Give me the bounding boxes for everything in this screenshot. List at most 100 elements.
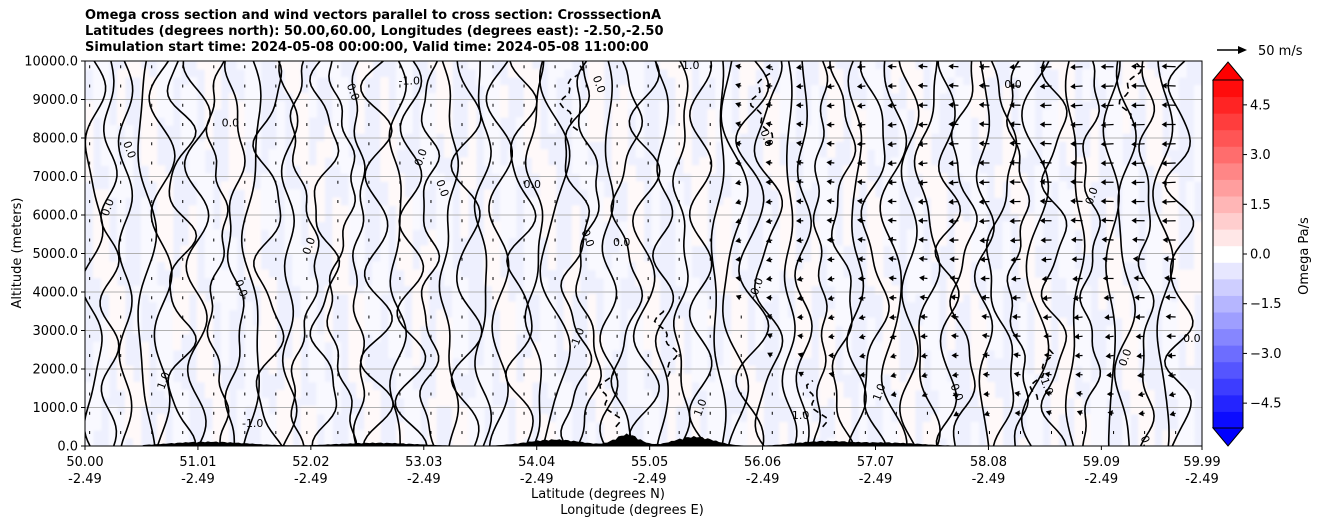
colorbar-band (1213, 345, 1243, 363)
field-cell (787, 381, 796, 391)
x-tick-label-lat: 59.99 (1183, 455, 1220, 470)
field-cell (1146, 261, 1155, 271)
field-cell (332, 349, 341, 359)
field-cell (100, 205, 110, 214)
field-cell (834, 69, 844, 78)
field-cell (587, 69, 597, 78)
y-tick-label: 4000.0 (33, 286, 79, 301)
field-cell (667, 405, 677, 415)
field-cell (715, 109, 724, 118)
field-cell (707, 141, 716, 150)
field-cell (1002, 109, 1012, 118)
field-cell (986, 341, 996, 351)
field-cell (523, 373, 533, 383)
field-cell (739, 381, 748, 391)
field-cell (579, 101, 589, 110)
wind-vector (735, 140, 742, 147)
field-cell (627, 389, 637, 399)
field-cell (691, 277, 700, 287)
contour-label: 1.0 (155, 370, 173, 391)
colorbar-tick-label: 0.0 (1250, 248, 1271, 263)
field-cell (1146, 429, 1155, 439)
field-cell (635, 181, 645, 190)
field-cell (563, 381, 573, 391)
field-cell (739, 293, 748, 303)
field-cell (691, 349, 700, 359)
field-cell (643, 421, 653, 431)
field-cell (914, 237, 924, 247)
field-cell (771, 245, 780, 255)
field-cell (499, 421, 509, 431)
wind-vector (1169, 410, 1176, 417)
field-cell (866, 229, 876, 239)
field-cell (252, 93, 262, 102)
field-cell (587, 373, 597, 383)
field-cell (1146, 69, 1155, 78)
field-cell (284, 389, 294, 399)
wind-vector (1100, 141, 1114, 148)
field-cell (491, 125, 501, 134)
field-cell (268, 421, 278, 431)
field-cell (1002, 221, 1012, 231)
field-cell (771, 141, 780, 150)
field-cell (595, 181, 605, 190)
field-cell (795, 333, 804, 343)
field-cell (930, 197, 940, 206)
field-cell (483, 277, 493, 287)
field-cell (842, 213, 852, 223)
field-cell (1074, 413, 1083, 423)
field-cell (300, 101, 309, 110)
field-cell (763, 165, 772, 174)
field-cell (882, 357, 892, 367)
field-cell (523, 229, 533, 239)
wind-vector (1100, 121, 1114, 128)
field-cell (1130, 245, 1139, 255)
field-cell (459, 309, 469, 319)
contour-label: 1.0 (870, 382, 888, 403)
field-cell (1082, 197, 1091, 206)
field-cell (100, 109, 110, 118)
field-cell (1066, 269, 1075, 279)
field-cell (268, 157, 278, 166)
field-cell (691, 205, 700, 214)
x-axis: 50.00-2.4951.01-2.4952.02-2.4953.03-2.49… (66, 446, 1221, 487)
field-cell (531, 365, 541, 375)
field-cell (459, 277, 469, 287)
field-cell (332, 261, 341, 271)
field-cell (1002, 253, 1012, 263)
field-cell (890, 317, 900, 327)
wind-vector (917, 198, 928, 205)
contour-line (735, 61, 770, 446)
field-cell (611, 277, 621, 287)
field-cell (1106, 237, 1115, 247)
field-cell (459, 301, 469, 311)
field-cell (611, 253, 621, 263)
wind-vector (978, 179, 990, 186)
field-cell (459, 221, 469, 231)
field-cell (452, 309, 461, 319)
field-cell (108, 429, 118, 439)
field-cell (930, 373, 940, 383)
field-cell (675, 333, 684, 343)
wind-vector (1131, 179, 1145, 186)
wind-vector (1161, 102, 1176, 108)
field-cell (827, 245, 836, 255)
field-cell (627, 309, 637, 319)
field-cell (515, 157, 525, 166)
field-cell (531, 69, 541, 78)
field-cell (404, 93, 413, 102)
field-cell (523, 253, 533, 263)
field-cell (779, 245, 788, 255)
field-cell (332, 389, 341, 399)
field-cell (675, 189, 684, 198)
field-cell (842, 317, 852, 327)
field-cell (627, 253, 637, 263)
field-cell (483, 253, 493, 263)
colorbar-band (1213, 162, 1243, 180)
field-cell (507, 205, 517, 214)
field-cell (148, 93, 158, 102)
field-cell (108, 261, 118, 271)
field-cell (1106, 85, 1115, 94)
field-cell (523, 421, 533, 431)
field-cell (1106, 77, 1115, 86)
